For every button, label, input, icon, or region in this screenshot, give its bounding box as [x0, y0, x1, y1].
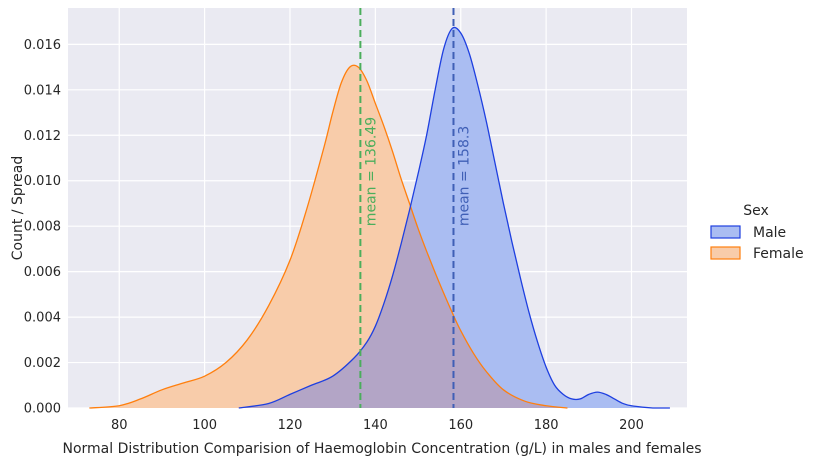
x-tick-label: 120 [278, 418, 303, 433]
mean-lines: mean = 158.3 mean = 136.49 [359, 8, 472, 408]
legend-title: Sex [743, 203, 769, 219]
y-axis-ticks: 0.000 0.002 0.004 0.006 0.008 0.010 0.012 0.014… [24, 38, 61, 417]
legend-label-male: Male [753, 225, 786, 241]
female-curve [89, 64, 568, 409]
y-tick-label: 0.000 [24, 402, 61, 417]
x-tick-label: 180 [534, 418, 559, 433]
y-tick-label: 0.010 [24, 174, 61, 189]
y-tick-label: 0.008 [24, 220, 61, 235]
x-tick-label: 140 [363, 418, 388, 433]
x-tick-label: 100 [192, 418, 217, 433]
legend: Sex Male Female [710, 203, 804, 262]
x-axis-label: Normal Distribution Comparision of Haemo… [63, 441, 702, 457]
x-tick-label: 80 [111, 418, 128, 433]
legend-swatch-female [710, 246, 741, 260]
y-tick-label: 0.012 [24, 129, 61, 144]
legend-label-female: Female [753, 246, 804, 262]
x-tick-label: 160 [448, 418, 473, 433]
x-tick-label: 200 [619, 418, 644, 433]
mean-label-male: mean = 158.3 [456, 126, 472, 226]
y-tick-label: 0.004 [24, 311, 61, 326]
y-tick-label: 0.006 [24, 265, 61, 280]
x-axis-ticks: 80 100 120 140 160 180 200 [111, 418, 644, 433]
mean-label-female: mean = 136.49 [363, 117, 379, 226]
y-tick-label: 0.014 [24, 83, 61, 98]
legend-swatch-male [710, 225, 741, 239]
y-tick-label: 0.016 [24, 38, 61, 53]
male-curve [238, 26, 670, 409]
y-axis-label: Count / Spread [10, 156, 26, 261]
y-tick-label: 0.002 [24, 356, 61, 371]
